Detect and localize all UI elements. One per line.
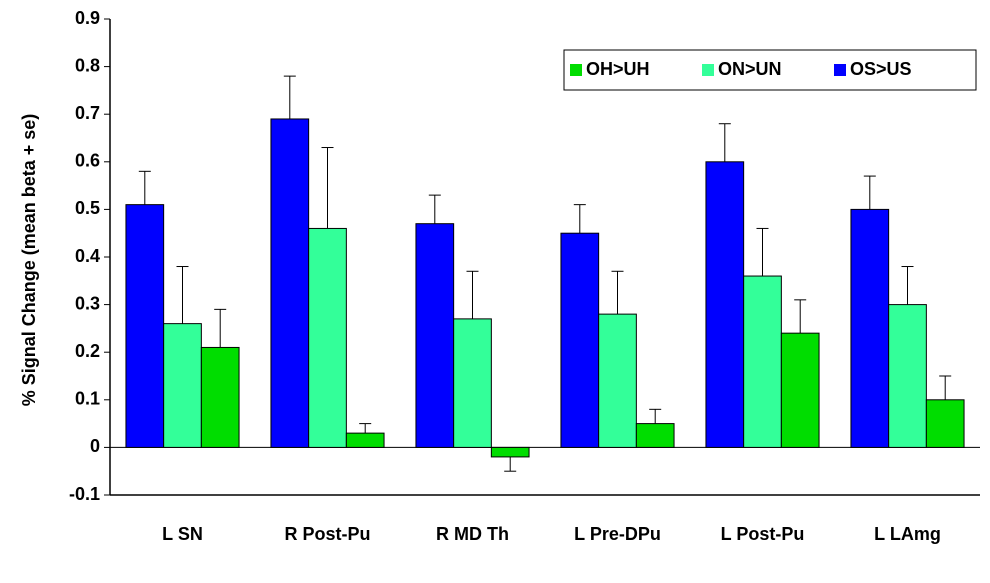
bar <box>744 276 782 447</box>
y-tick-label: 0.5 <box>75 198 100 218</box>
bar <box>126 205 164 448</box>
legend-label: ON>UN <box>718 59 782 79</box>
bar <box>706 162 744 448</box>
legend-label: OS>US <box>850 59 912 79</box>
legend-swatch <box>834 64 846 76</box>
x-tick-label: L LAmg <box>874 524 941 544</box>
bar <box>164 324 202 448</box>
x-tick-label: L Post-Pu <box>721 524 805 544</box>
legend-label: OH>UH <box>586 59 650 79</box>
bar <box>271 119 309 447</box>
y-tick-label: 0.4 <box>75 246 100 266</box>
y-tick-label: 0 <box>90 436 100 456</box>
bar <box>416 224 454 448</box>
y-tick-label: 0.7 <box>75 103 100 123</box>
y-tick-label: 0.2 <box>75 341 100 361</box>
bar <box>889 305 927 448</box>
bar <box>781 333 819 447</box>
bar <box>346 433 384 447</box>
x-tick-label: R Post-Pu <box>284 524 370 544</box>
legend-swatch <box>570 64 582 76</box>
y-tick-label: 0.6 <box>75 151 100 171</box>
x-tick-label: L SN <box>162 524 203 544</box>
bar <box>491 447 529 457</box>
bar <box>201 347 239 447</box>
y-tick-label: 0.8 <box>75 55 100 75</box>
legend-swatch <box>702 64 714 76</box>
bar <box>926 400 964 448</box>
bar <box>561 233 599 447</box>
x-tick-label: L Pre-DPu <box>574 524 661 544</box>
y-axis-label: % Signal Change (mean beta + se) <box>19 114 39 407</box>
y-tick-label: 0.9 <box>75 8 100 28</box>
bar <box>454 319 492 448</box>
bar <box>636 424 674 448</box>
x-tick-label: R MD Th <box>436 524 509 544</box>
bar <box>599 314 637 447</box>
chart: % Signal Change (mean beta + se) -0.1 0 0.… <box>0 0 990 583</box>
y-tick-label: 0.1 <box>75 389 100 409</box>
bar <box>309 228 347 447</box>
y-tick-label: 0.3 <box>75 293 100 313</box>
bar <box>851 209 889 447</box>
y-tick-label: -0.1 <box>69 484 100 504</box>
